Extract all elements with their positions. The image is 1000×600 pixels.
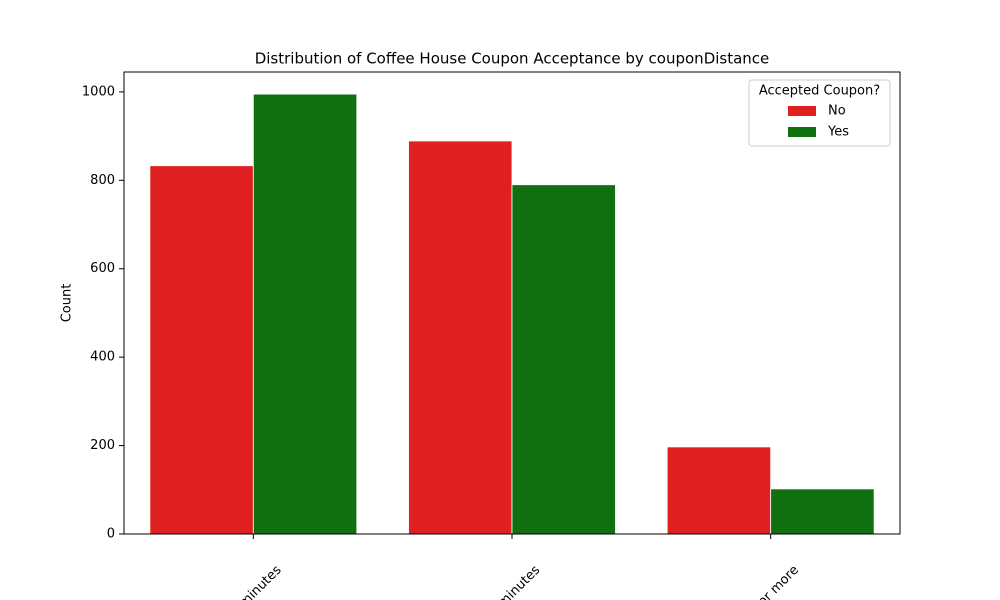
bar: [408, 140, 513, 535]
legend-title: Accepted Coupon?: [759, 84, 880, 99]
y-tick-label: 1000: [82, 84, 115, 99]
legend-swatch: [788, 127, 816, 137]
chart-title: Distribution of Coffee House Coupon Acce…: [255, 50, 770, 68]
y-tick-label: 0: [107, 527, 115, 542]
y-tick-label: 400: [90, 350, 115, 365]
bar: [511, 184, 616, 535]
x-tick-label: ies or more: [739, 563, 802, 600]
x-tick-label: 59 minutes: [481, 563, 544, 600]
y-tick-label: 800: [90, 173, 115, 188]
bar: [666, 446, 772, 535]
legend-box: [748, 79, 891, 147]
y-axis-label: Count: [60, 284, 75, 323]
legend-swatch: [788, 106, 816, 116]
legend-label: No: [828, 104, 846, 119]
legend-label: Yes: [827, 125, 849, 140]
y-tick-label: 600: [90, 261, 115, 276]
y-tick-label: 200: [90, 438, 115, 453]
bar: [252, 93, 358, 535]
bar: [149, 165, 254, 535]
x-tick-label: 59 minutes: [222, 563, 285, 600]
bar: [770, 488, 875, 535]
plot-frame: [123, 71, 901, 535]
